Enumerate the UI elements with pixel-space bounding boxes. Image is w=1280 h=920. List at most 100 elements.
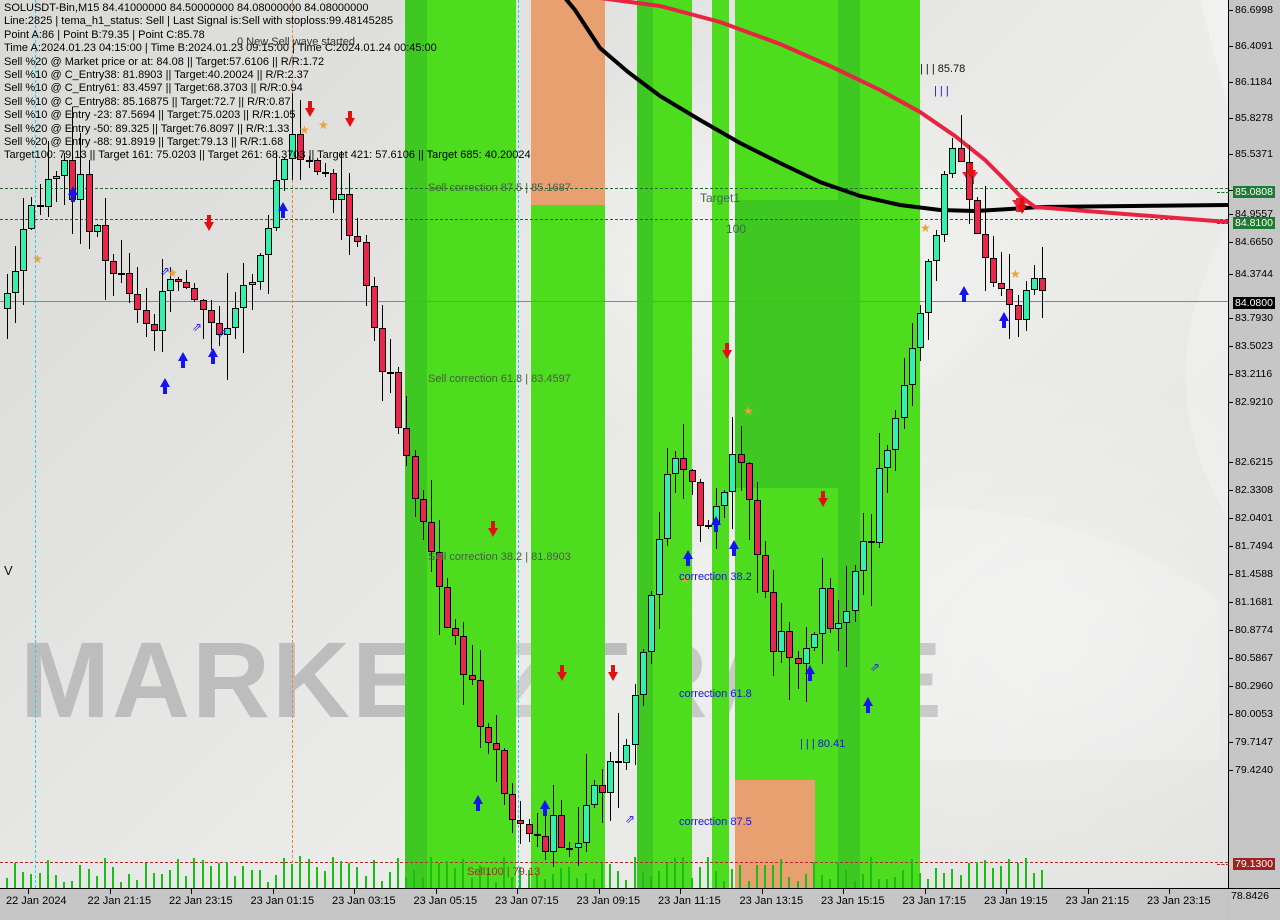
- buy-arrow-icon: [729, 540, 739, 556]
- volume-bar: [88, 868, 90, 888]
- volume-bar: [585, 872, 587, 888]
- v-pointer-marker: V: [4, 563, 13, 578]
- candle-wick: [577, 807, 579, 867]
- candle: [656, 0, 663, 888]
- info-line: Sell %10 @ C_Entry61: 83.4597 || Target:…: [4, 82, 303, 95]
- candle: [28, 0, 36, 888]
- volume-bar: [161, 873, 163, 888]
- candle: [1039, 0, 1047, 888]
- candle-body: [338, 194, 346, 200]
- volume-bar: [788, 877, 790, 888]
- candle: [819, 0, 826, 888]
- price-tick: 79.4240: [1229, 764, 1273, 776]
- info-line: Line:2825 | tema_h1_status: Sell | Last …: [4, 15, 394, 28]
- price-scale[interactable]: 86.699886.409186.118485.827885.537185.24…: [1217, 0, 1280, 889]
- candle-body: [957, 147, 965, 162]
- volume-bar: [381, 880, 383, 888]
- volume-bar: [854, 881, 856, 888]
- candle-body: [411, 455, 419, 500]
- candle: [460, 0, 468, 888]
- candle-body: [786, 630, 794, 658]
- correction-618: correction 61.8: [679, 688, 752, 700]
- sell-arrow-icon: [488, 521, 498, 537]
- candle-body: [696, 482, 704, 527]
- candle-body: [20, 228, 28, 271]
- candle-body: [321, 171, 329, 174]
- volume-bar: [112, 866, 114, 888]
- candle-body: [941, 173, 949, 235]
- candle-wick: [544, 810, 546, 861]
- candle-body: [582, 805, 590, 844]
- volume-bar: [593, 879, 595, 888]
- volume-bar: [267, 881, 269, 888]
- candle-body: [835, 622, 843, 630]
- candle-body: [199, 299, 207, 310]
- candle: [93, 0, 101, 888]
- hline-target1: [0, 219, 1228, 220]
- price-tick: 85.5371: [1229, 148, 1273, 160]
- candle: [582, 0, 590, 888]
- volume-bar: [316, 866, 318, 888]
- point-c-ticks: | | |: [934, 85, 949, 97]
- volume-bar: [405, 876, 407, 888]
- volume-bar: [324, 870, 326, 888]
- volume-bar: [397, 857, 399, 888]
- candle-body: [982, 233, 989, 258]
- outline-arrow-icon: ⇗: [192, 320, 203, 334]
- candle: [647, 0, 655, 888]
- volume-bar: [1025, 858, 1027, 888]
- volume-bar: [560, 868, 562, 888]
- candle-wick: [585, 754, 587, 853]
- sell-arrow-icon: [608, 665, 618, 681]
- volume-bar: [935, 868, 937, 888]
- candle: [183, 0, 191, 888]
- candle-body: [256, 255, 264, 282]
- volume-bar: [63, 881, 65, 888]
- candle-body: [827, 588, 835, 630]
- candle-body: [794, 657, 802, 664]
- candle: [770, 0, 778, 888]
- volume-bar: [951, 869, 953, 888]
- candle-body: [916, 312, 924, 349]
- candle-body: [28, 205, 36, 229]
- candle-body: [770, 591, 778, 652]
- candle-wick: [887, 444, 889, 493]
- volume-bar: [519, 867, 521, 888]
- vline-orange-marker: [292, 0, 293, 888]
- time-axis[interactable]: 22 Jan 2024 22 Jan 21:15 22 Jan 23:15 23 Ja…: [0, 889, 1280, 920]
- buy-arrow-icon: [863, 697, 873, 713]
- price-tick: 85.8278: [1229, 112, 1273, 124]
- candle: [688, 0, 696, 888]
- scale-last-tick: 78.8426: [1231, 890, 1269, 902]
- candle-body: [1039, 278, 1047, 291]
- candle-body: [435, 551, 443, 587]
- volume-bar: [242, 866, 244, 888]
- candle-body: [566, 847, 574, 850]
- volume-bar: [707, 857, 709, 888]
- candle-body: [134, 293, 142, 310]
- candle-body: [810, 634, 818, 648]
- candle: [338, 0, 346, 888]
- candle: [941, 0, 949, 888]
- candle-body: [949, 147, 957, 174]
- info-line: Target100: 79.13 || Target 161: 75.0203 …: [4, 149, 531, 162]
- candle-body: [721, 491, 729, 507]
- info-line: Sell %20 @ Entry -50: 89.325 || Target:7…: [4, 122, 290, 135]
- chart-plot-area[interactable]: MARKETZTRADE V: [0, 0, 1229, 889]
- candle: [224, 0, 232, 888]
- candle-wick: [178, 276, 180, 291]
- candle: [354, 0, 362, 888]
- fast-ma-line: [599, 0, 1228, 224]
- candle-body: [688, 470, 696, 483]
- candle-body: [419, 499, 427, 522]
- candle: [264, 0, 272, 888]
- candle: [150, 0, 158, 888]
- candle-body: [908, 348, 916, 386]
- time-label: 23 Jan 01:15: [250, 895, 315, 907]
- volume-bar: [128, 874, 130, 888]
- candle-body: [444, 586, 452, 628]
- candle-body: [370, 285, 378, 329]
- price-tick: 84.6650: [1229, 236, 1273, 248]
- candle-body: [615, 760, 623, 764]
- volume-bar: [299, 856, 301, 888]
